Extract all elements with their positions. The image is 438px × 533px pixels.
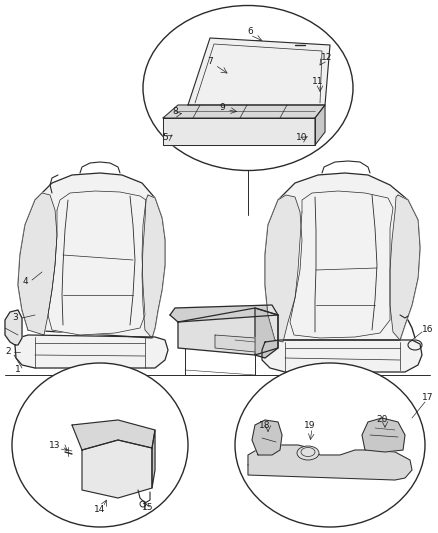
- Polygon shape: [248, 445, 412, 480]
- Polygon shape: [5, 310, 22, 345]
- Ellipse shape: [235, 363, 425, 527]
- Text: 6: 6: [247, 28, 253, 36]
- Text: 9: 9: [219, 103, 225, 112]
- Polygon shape: [362, 418, 405, 452]
- Polygon shape: [152, 430, 155, 488]
- Ellipse shape: [12, 363, 188, 527]
- Polygon shape: [252, 420, 282, 455]
- Polygon shape: [170, 305, 278, 322]
- Ellipse shape: [297, 446, 319, 460]
- Polygon shape: [82, 440, 152, 498]
- Polygon shape: [290, 191, 393, 338]
- Text: 15: 15: [142, 504, 154, 513]
- Polygon shape: [390, 195, 420, 340]
- Polygon shape: [265, 195, 302, 342]
- Polygon shape: [315, 105, 325, 145]
- Text: 13: 13: [49, 440, 61, 449]
- Text: 3: 3: [12, 313, 18, 322]
- Text: 20: 20: [376, 416, 388, 424]
- Text: 12: 12: [321, 53, 333, 62]
- Text: 18: 18: [259, 421, 271, 430]
- Text: 19: 19: [304, 421, 316, 430]
- Text: 17: 17: [422, 393, 434, 402]
- Ellipse shape: [143, 5, 353, 171]
- Polygon shape: [163, 105, 325, 118]
- Polygon shape: [255, 308, 278, 358]
- Text: 7: 7: [207, 58, 213, 67]
- Polygon shape: [15, 335, 168, 368]
- Text: 16: 16: [422, 326, 434, 335]
- Polygon shape: [265, 173, 420, 340]
- Polygon shape: [188, 38, 330, 105]
- Text: 14: 14: [94, 505, 106, 514]
- Polygon shape: [72, 420, 155, 450]
- Polygon shape: [262, 340, 422, 372]
- Text: 4: 4: [22, 278, 28, 287]
- Polygon shape: [18, 193, 57, 335]
- Text: 2: 2: [5, 348, 11, 357]
- Text: 5: 5: [162, 133, 168, 142]
- Polygon shape: [215, 335, 255, 352]
- Text: 8: 8: [172, 108, 178, 117]
- Polygon shape: [178, 308, 278, 355]
- Polygon shape: [163, 118, 315, 145]
- Polygon shape: [48, 191, 146, 335]
- Text: 10: 10: [296, 133, 308, 142]
- Polygon shape: [142, 195, 165, 338]
- Text: 11: 11: [312, 77, 324, 86]
- Polygon shape: [18, 173, 165, 338]
- Text: 1: 1: [15, 366, 21, 375]
